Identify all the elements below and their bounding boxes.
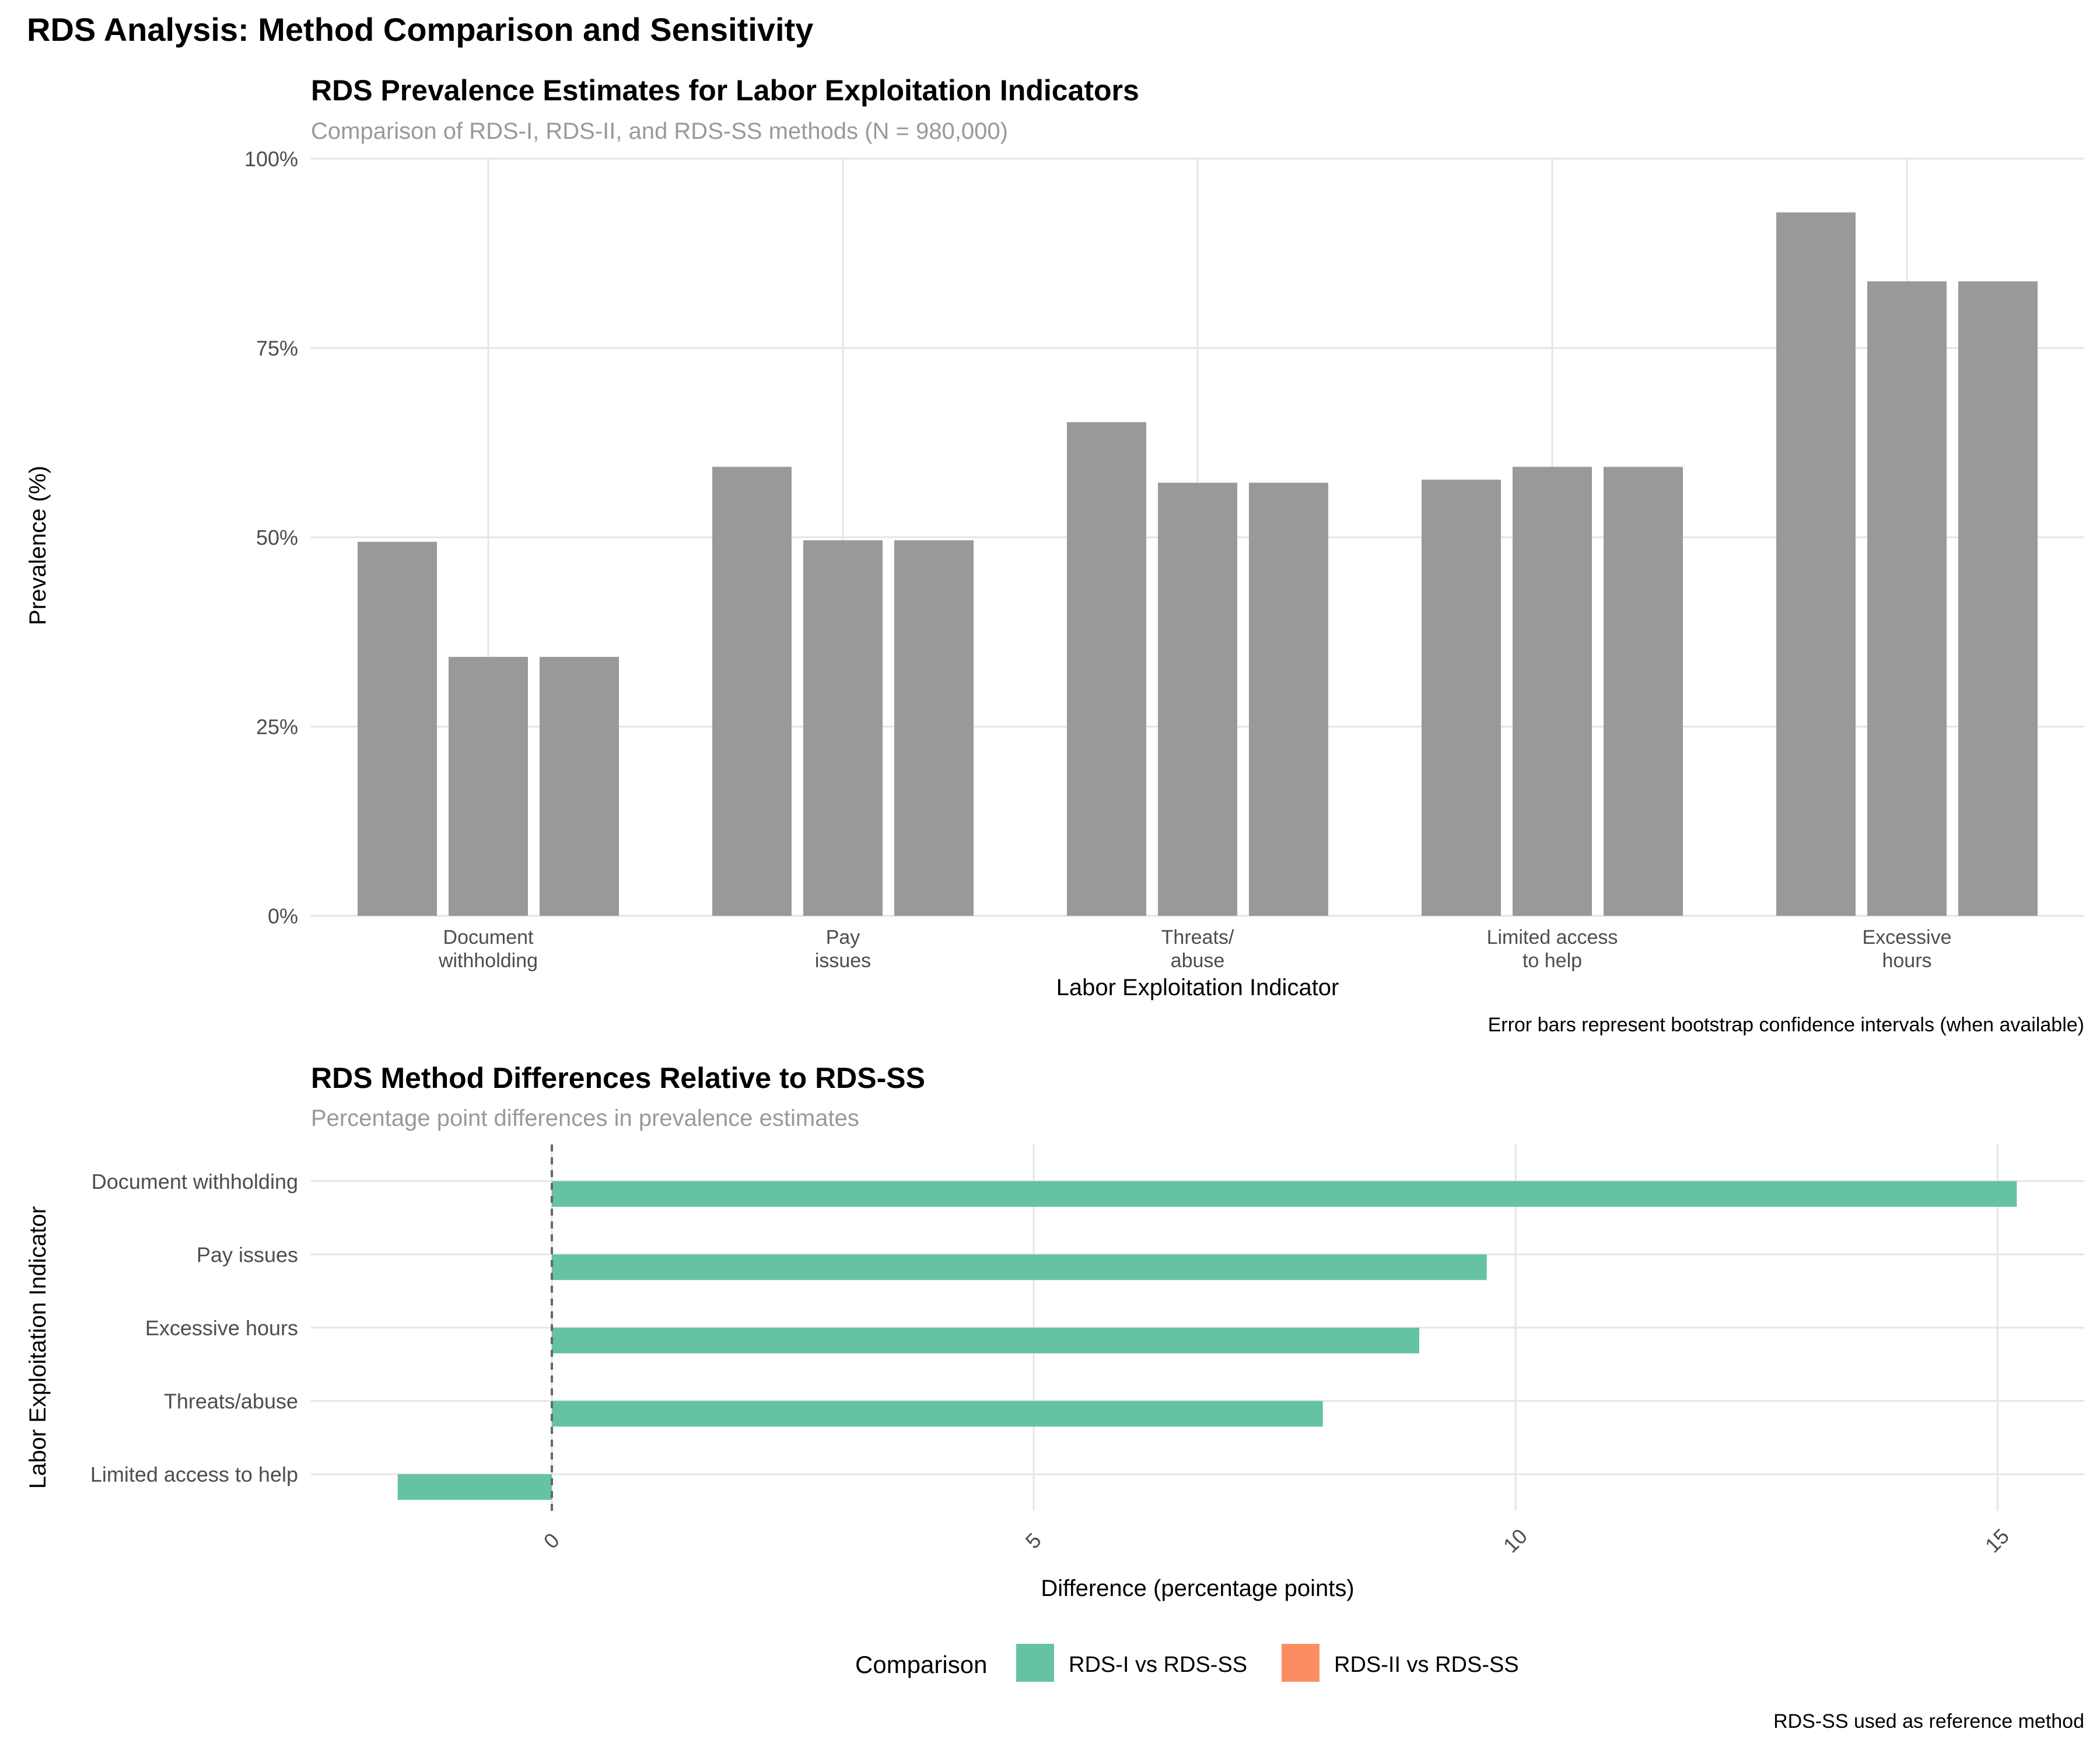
chart2-subtitle: Percentage point differences in prevalen… xyxy=(311,1105,859,1131)
legend-swatch-rds2 xyxy=(1282,1644,1320,1682)
chart1-title: RDS Prevalence Estimates for Labor Explo… xyxy=(311,74,1139,107)
chart1-subtitle: Comparison of RDS-I, RDS-II, and RDS-SS … xyxy=(311,118,1008,144)
chart2-bars xyxy=(397,1181,2017,1500)
chart1-x-tick-label: Limited access to help xyxy=(1487,926,1618,972)
chart2-y-tick-labels: Document withholding Pay issues Excessive … xyxy=(90,1170,298,1486)
differences-chart: RDS Method Differences Relative to RDS-S… xyxy=(25,1062,2084,1601)
legend-swatch-rds1 xyxy=(1016,1644,1054,1682)
legend: Comparison RDS-I vs RDS-SS RDS-II vs RDS… xyxy=(855,1644,1519,1682)
chart1-x-tick-label: Excessive hours xyxy=(1862,926,1951,972)
difference-bar xyxy=(552,1328,1419,1353)
chart1-y-tick-label: 50% xyxy=(256,526,298,550)
chart2-x-tick-label: 15 xyxy=(1980,1524,2014,1558)
prevalence-chart: RDS Prevalence Estimates for Labor Explo… xyxy=(25,74,2084,1036)
legend-label-rds2: RDS-II vs RDS-SS xyxy=(1334,1653,1519,1677)
difference-bar xyxy=(552,1401,1323,1427)
chart2-y-tick-label: Limited access to help xyxy=(90,1462,298,1486)
chart1-x-axis-label: Labor Exploitation Indicator xyxy=(1056,975,1339,1000)
difference-bar xyxy=(552,1181,2017,1207)
prevalence-bar xyxy=(1422,480,1501,916)
chart1-x-tick-label: Pay issues xyxy=(815,926,871,972)
prevalence-bar xyxy=(1776,212,1856,916)
chart2-caption: RDS-SS used as reference method xyxy=(1773,1710,2084,1732)
figure-title: RDS Analysis: Method Comparison and Sens… xyxy=(27,11,813,48)
prevalence-bar xyxy=(358,541,437,916)
chart1-y-tick-label: 75% xyxy=(256,337,298,360)
prevalence-bar xyxy=(1158,482,1237,916)
chart2-title: RDS Method Differences Relative to RDS-S… xyxy=(311,1062,925,1094)
chart1-caption: Error bars represent bootstrap confidenc… xyxy=(1488,1014,2084,1036)
chart1-y-tick-labels: 0% 25% 50% 75% 100% xyxy=(244,147,298,928)
chart1-y-tick-label: 0% xyxy=(268,904,298,928)
chart1-y-tick-label: 100% xyxy=(244,147,298,171)
chart1-x-tick-labels: Document withholding Pay issues Threats/abus… xyxy=(438,926,1952,972)
prevalence-bar xyxy=(894,540,974,916)
chart2-x-tick-labels: 0 5 10 15 xyxy=(539,1524,2014,1558)
difference-bar xyxy=(397,1474,552,1500)
prevalence-bar xyxy=(1958,281,2038,916)
prevalence-bar xyxy=(712,467,792,916)
chart1-bars xyxy=(358,212,2038,916)
chart2-y-tick-label: Excessive hours xyxy=(145,1316,298,1340)
chart2-x-tick-label: 0 xyxy=(539,1528,564,1553)
chart2-y-tick-label: Document withholding xyxy=(92,1170,298,1194)
chart2-y-axis-label: Labor Exploitation Indicator xyxy=(25,1206,51,1489)
prevalence-bar xyxy=(449,657,528,916)
prevalence-bar xyxy=(1604,467,1683,916)
prevalence-bar xyxy=(1067,422,1146,916)
prevalence-bar xyxy=(1867,281,1947,916)
prevalence-bar xyxy=(1513,467,1592,916)
chart2-x-tick-label: 10 xyxy=(1499,1524,1532,1558)
chart2-x-axis-label: Difference (percentage points) xyxy=(1041,1576,1354,1601)
chart2-x-tick-label: 5 xyxy=(1021,1528,1046,1553)
chart1-x-tick-label: Document withholding xyxy=(438,926,538,972)
prevalence-bar xyxy=(803,540,883,916)
chart2-y-tick-label: Pay issues xyxy=(197,1242,298,1266)
legend-title: Comparison xyxy=(855,1651,987,1678)
chart2-y-tick-label: Threats/abuse xyxy=(164,1390,298,1413)
legend-label-rds1: RDS-I vs RDS-SS xyxy=(1069,1653,1247,1677)
prevalence-bar xyxy=(540,657,619,916)
chart1-y-tick-label: 25% xyxy=(256,715,298,739)
prevalence-bar xyxy=(1249,482,1328,916)
difference-bar xyxy=(552,1254,1487,1280)
chart1-x-tick-label: Threats/abuse xyxy=(1161,926,1234,972)
chart1-y-axis-label: Prevalence (%) xyxy=(25,466,51,625)
